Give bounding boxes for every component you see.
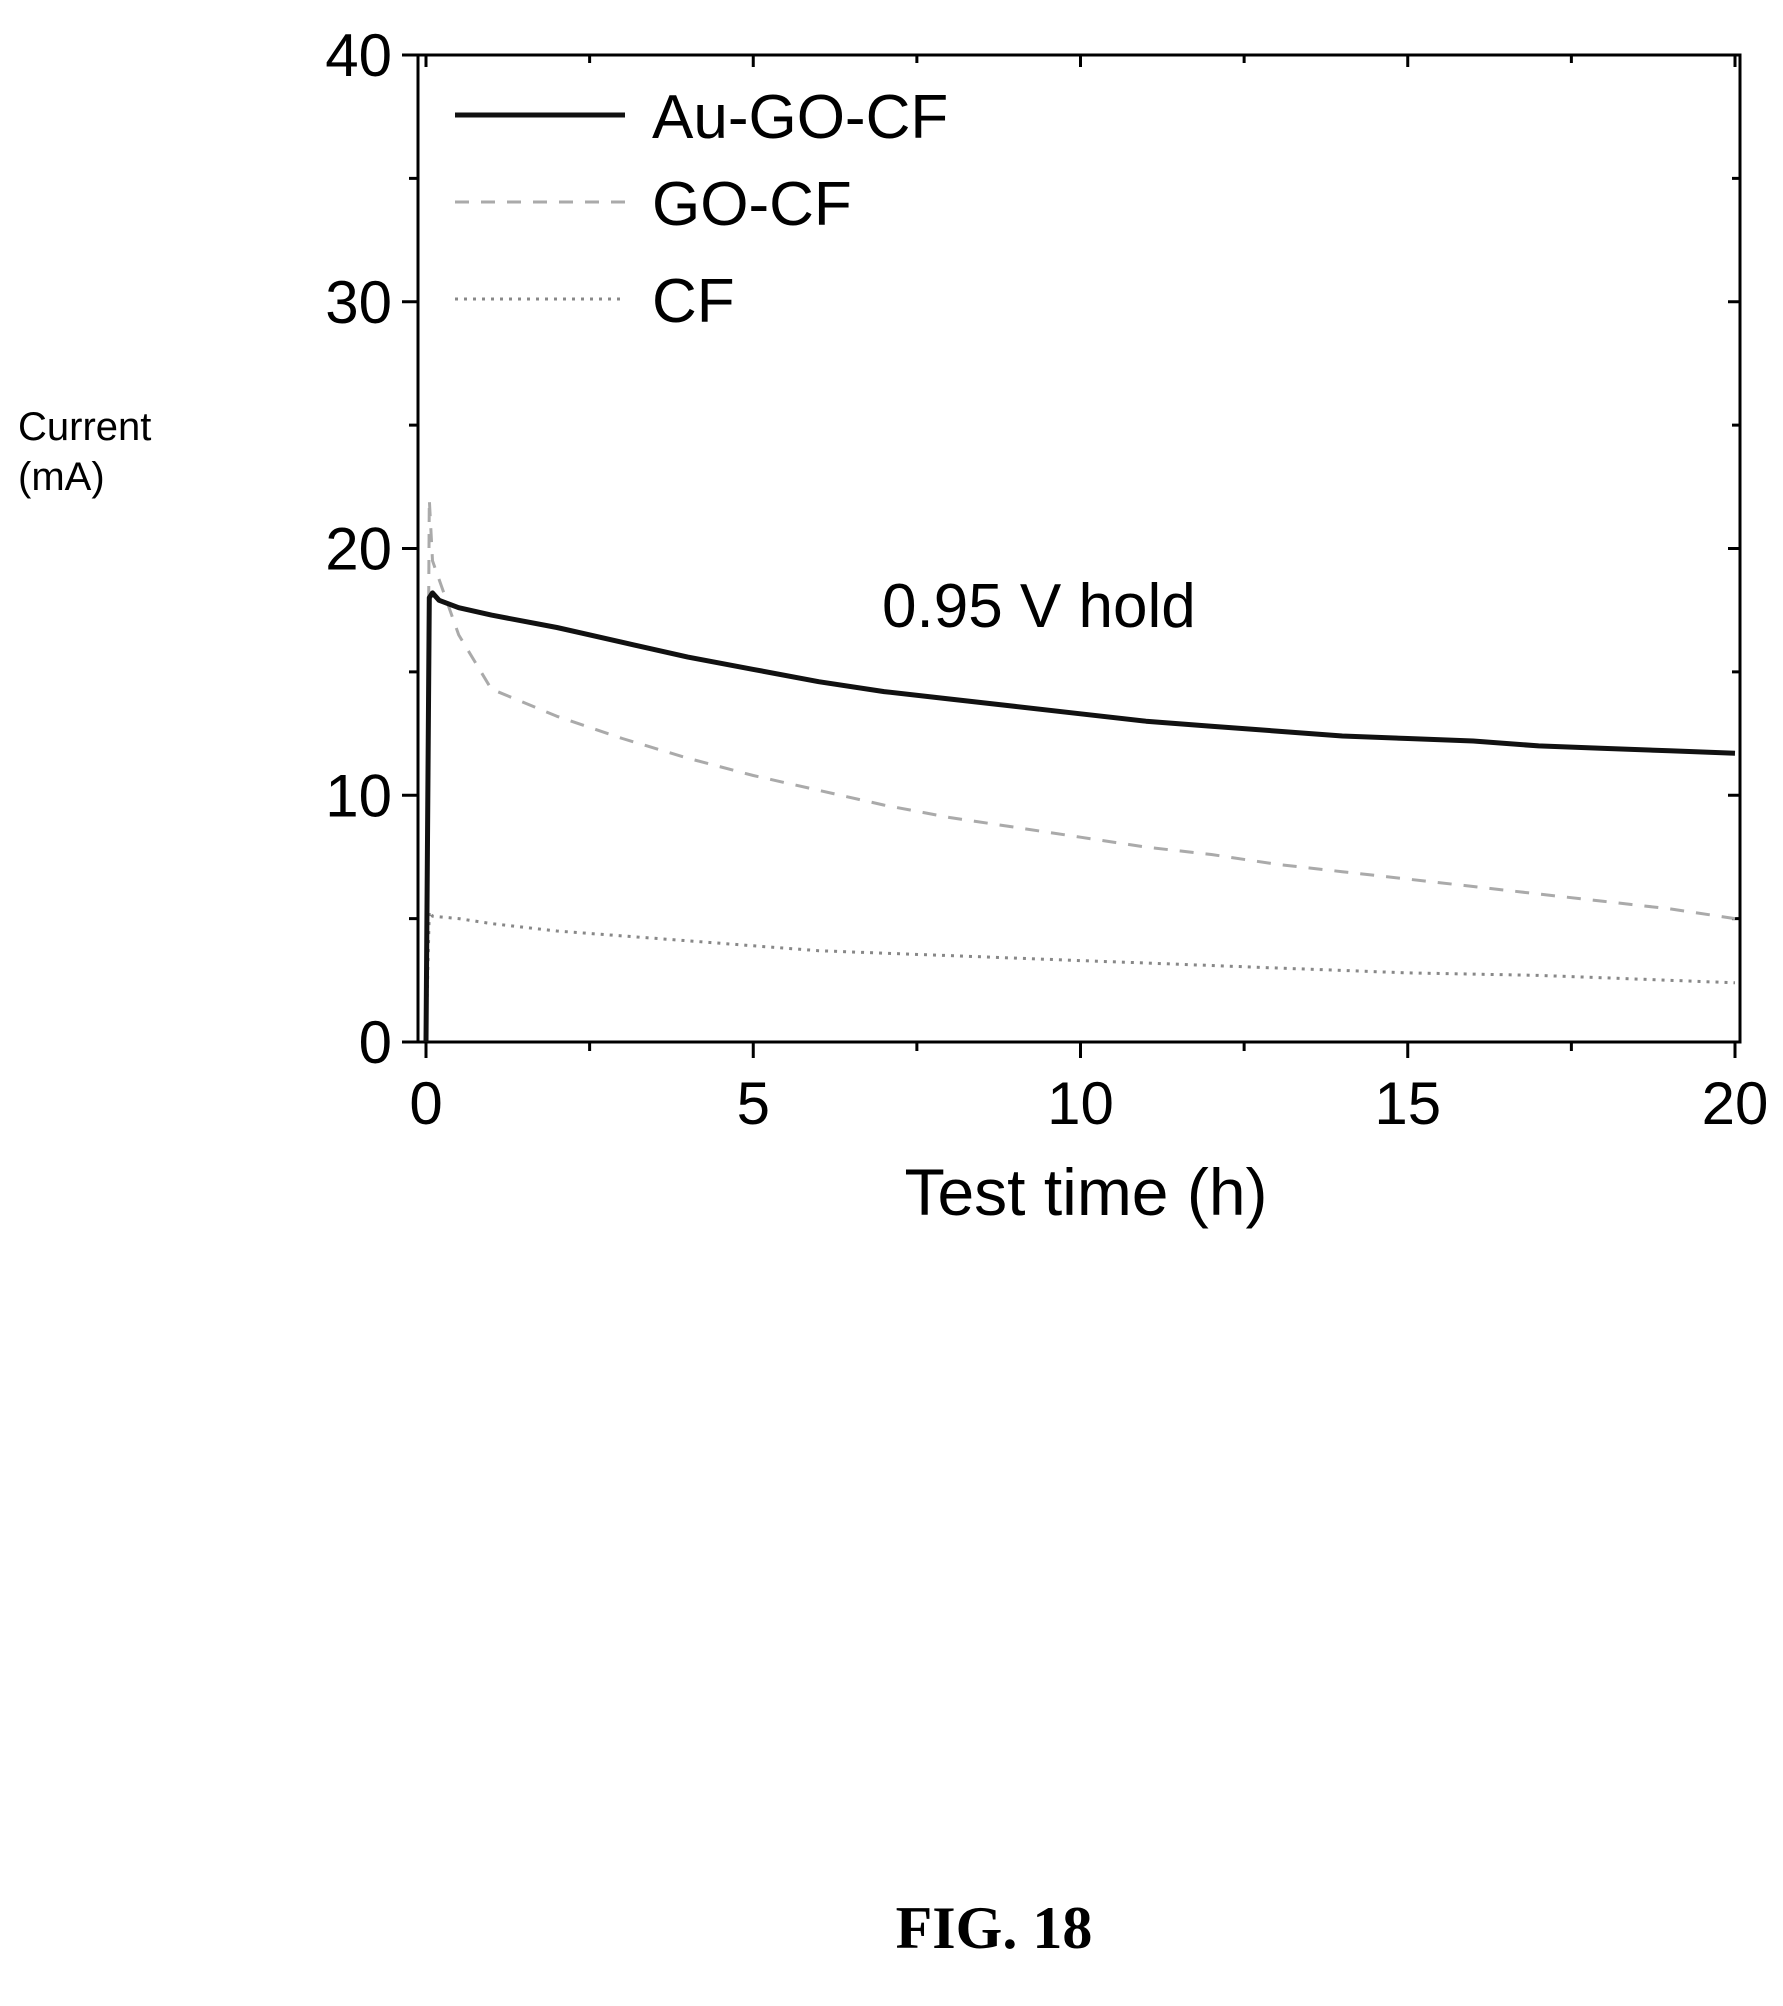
y-tick-label: 0 <box>359 1009 392 1076</box>
x-axis: 0 5 10 15 20 <box>409 55 1768 1137</box>
x-tick-label: 5 <box>737 1070 770 1137</box>
series-group <box>423 497 1736 1043</box>
y-axis: 0 10 20 30 40 <box>325 22 1740 1076</box>
y-tick-label: 20 <box>325 516 392 583</box>
series-line-au-go-cf <box>423 590 1736 1043</box>
series-line-cf <box>424 909 1736 1043</box>
legend-label: Au-GO-CF <box>652 83 948 152</box>
y-axis-title-line-2: (mA) <box>18 455 105 499</box>
x-tick-label: 0 <box>409 1070 442 1137</box>
chart-annotation: 0.95 V hold <box>882 572 1196 641</box>
y-axis-title-line-1: Current <box>18 405 151 449</box>
x-tick-label: 20 <box>1702 1070 1769 1137</box>
series-line-go-cf <box>424 497 1736 1043</box>
y-tick-label: 40 <box>325 22 392 89</box>
x-tick-label: 10 <box>1047 1070 1114 1137</box>
legend: Au-GO-CF GO-CF CF <box>455 83 948 336</box>
x-axis-title: Test time (h) <box>904 1155 1267 1229</box>
x-tick-label: 15 <box>1374 1070 1441 1137</box>
y-tick-label: 10 <box>325 762 392 829</box>
legend-label: GO-CF <box>652 170 852 239</box>
legend-label: CF <box>652 267 735 336</box>
y-tick-label: 30 <box>325 269 392 336</box>
figure-caption: FIG. 18 <box>896 1895 1093 1961</box>
